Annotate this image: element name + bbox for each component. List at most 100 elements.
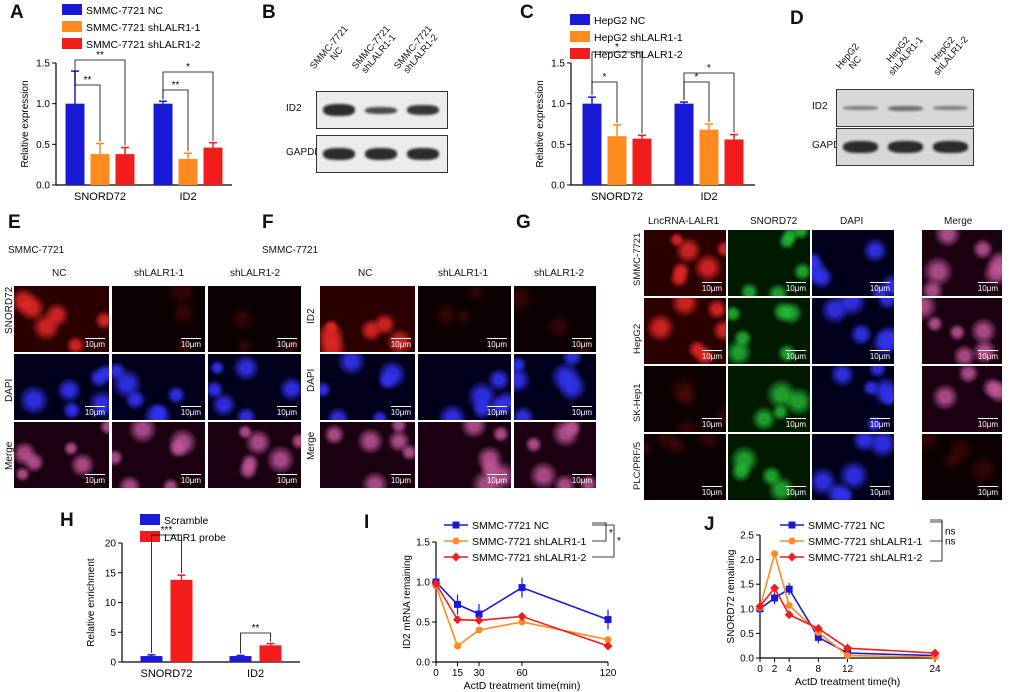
scale-bar-label: 10μm xyxy=(390,474,412,485)
legend-label: Scramble xyxy=(164,515,209,527)
significance-mark: * xyxy=(617,536,621,547)
legend-swatch xyxy=(570,14,590,25)
lane-label: HepG2 shLALR1-1 xyxy=(884,34,926,78)
x-tick-label: 2 xyxy=(772,664,778,675)
scale-bar-label: 10μm xyxy=(977,486,999,497)
panel-label-g: G xyxy=(516,212,531,233)
y-tick-label: 0.5 xyxy=(740,629,754,640)
scale-bar-label: 10μm xyxy=(701,282,723,293)
panel-label-a: A xyxy=(10,2,24,23)
column-label: shLALR1-2 xyxy=(230,268,281,279)
panel-label-b: B xyxy=(262,2,276,23)
scale-bar-label: 10μm xyxy=(84,338,106,349)
scale-bar-label: 10μm xyxy=(785,282,807,293)
blot-strip xyxy=(836,128,974,166)
data-point xyxy=(930,648,940,658)
scale-bar-label: 10μm xyxy=(390,338,412,349)
micrograph: 10μm xyxy=(320,422,415,488)
y-tick-label: 1.5 xyxy=(416,538,430,549)
lane-label: HepG2 NC xyxy=(833,41,865,72)
bar xyxy=(724,139,744,185)
scale-bar-label: 10μm xyxy=(84,474,106,485)
bar xyxy=(229,656,252,662)
legend-label: SMMC-7721 NC xyxy=(86,5,163,17)
lane-label: SMMC-7721 shLALR1-2 xyxy=(391,23,441,76)
series-line xyxy=(759,550,936,658)
panel-label-f: F xyxy=(262,212,274,233)
data-point xyxy=(785,601,793,609)
panel-title: SMMC-7721 xyxy=(8,245,65,256)
scale-bar-label: 10μm xyxy=(486,474,508,485)
y-tick-label: 10 xyxy=(105,598,117,609)
protein-band xyxy=(407,148,439,160)
legend-label: SMMC-7721 shLALR1-1 xyxy=(472,536,587,548)
scale-bar-label: 10μm xyxy=(869,486,891,497)
significance-bracket xyxy=(74,59,126,146)
significance-mark: * xyxy=(186,62,190,73)
x-axis-label: ActD treatment time(h) xyxy=(795,676,901,688)
bar xyxy=(203,147,223,185)
row-label: SK-Hep1 xyxy=(632,383,643,422)
micrograph: 10μm xyxy=(320,354,415,420)
column-label: DAPI xyxy=(840,216,864,227)
x-tick-label: 30 xyxy=(473,668,485,679)
scale-bar-label: 10μm xyxy=(180,406,202,417)
y-tick-label: 0.0 xyxy=(416,658,430,669)
micrograph: 10μm xyxy=(728,298,810,364)
data-point xyxy=(454,642,461,650)
legend-label: SMMC-7721 NC xyxy=(472,520,549,532)
y-tick-label: 2.5 xyxy=(740,531,754,542)
row-label: ID2 xyxy=(812,101,828,112)
scale-bar-label: 10μm xyxy=(571,474,593,485)
scale-bar-label: 10μm xyxy=(486,338,508,349)
y-tick-label: 5 xyxy=(110,628,116,639)
scale-bar-label: 10μm xyxy=(390,406,412,417)
row-label: GAPDH xyxy=(812,140,848,151)
micrograph: 10μm xyxy=(728,434,810,500)
y-axis-label: Relative enrichment xyxy=(86,558,97,647)
scale-bar-label: 10μm xyxy=(180,338,202,349)
scale-bar-label: 10μm xyxy=(84,406,106,417)
scale-bar-label: 10μm xyxy=(977,282,999,293)
significance-bracket xyxy=(74,69,101,142)
micrograph: 10μm xyxy=(644,434,726,500)
data-point xyxy=(603,641,613,651)
data-point xyxy=(474,615,484,625)
x-tick-label: 120 xyxy=(600,668,617,679)
x-tick-label: 8 xyxy=(816,664,822,675)
protein-band xyxy=(323,148,355,160)
legend-label: SMMC-7721 shLALR1-1 xyxy=(808,536,923,548)
significance-mark: * xyxy=(603,72,607,83)
blot-strip xyxy=(316,91,448,129)
y-tick-label: 0 xyxy=(110,658,116,669)
x-tick-label: ID2 xyxy=(179,191,196,203)
data-point xyxy=(771,550,779,558)
y-tick-label: 1.0 xyxy=(740,604,754,615)
micrograph: 10μm xyxy=(514,286,596,352)
y-tick-label: 1.0 xyxy=(36,99,50,110)
row-label: PLC/PRF/5 xyxy=(632,441,643,490)
data-point xyxy=(843,643,852,653)
scale-bar-label: 10μm xyxy=(869,418,891,429)
chart-i: 0.0 0.5 1.0 1.5 0 15 30 60 120 ActD treatment tim… xyxy=(402,520,621,692)
y-tick-label: 15 xyxy=(105,568,117,579)
panel-label-h: H xyxy=(60,510,74,531)
x-tick-label: SNORD72 xyxy=(74,191,126,203)
y-axis-label: Relative expression xyxy=(20,80,31,167)
data-point xyxy=(453,615,462,625)
lane-label: HepG2 shLALR1-2 xyxy=(929,34,971,78)
protein-band xyxy=(365,148,397,160)
bar xyxy=(699,129,719,185)
scale-bar-label: 10μm xyxy=(276,474,298,485)
scale-bar-label: 10μm xyxy=(701,350,723,361)
scale-bar-label: 10μm xyxy=(276,338,298,349)
data-point xyxy=(771,594,779,602)
legend-marker xyxy=(451,552,461,562)
micrograph: 10μm xyxy=(922,298,1002,364)
micrograph: 10μm xyxy=(812,298,894,364)
column-label: Merge xyxy=(944,216,973,227)
significance-bracket xyxy=(930,519,943,542)
micrograph: 10μm xyxy=(514,422,596,488)
significance-bracket xyxy=(592,524,615,558)
